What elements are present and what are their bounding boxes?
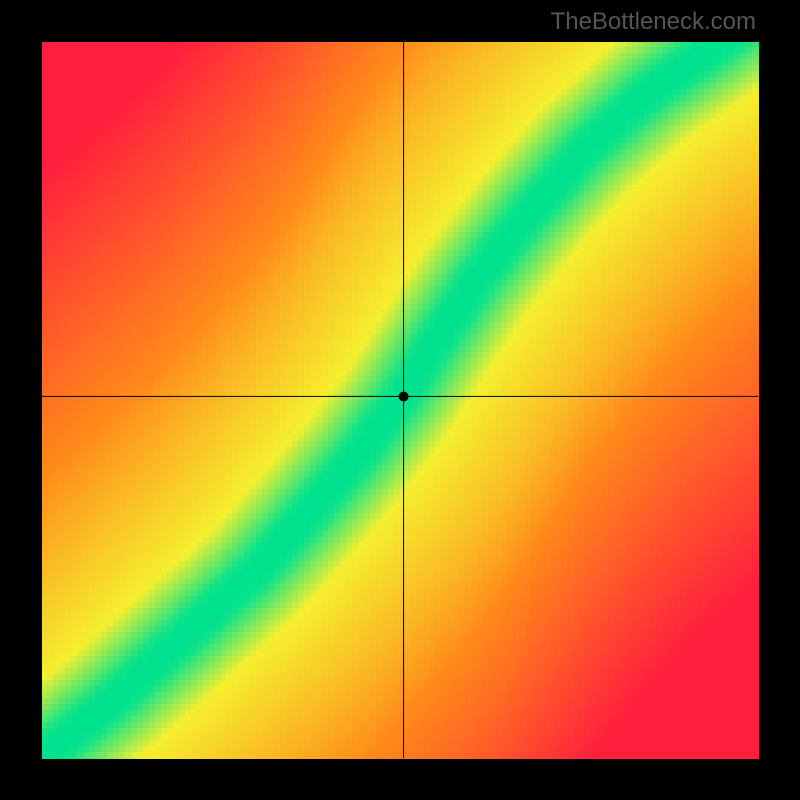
- bottleneck-heatmap: [0, 0, 800, 800]
- watermark-text: TheBottleneck.com: [551, 8, 756, 36]
